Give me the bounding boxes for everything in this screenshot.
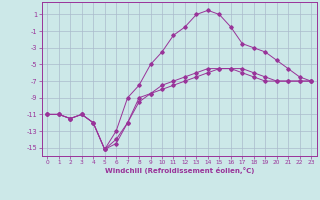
X-axis label: Windchill (Refroidissement éolien,°C): Windchill (Refroidissement éolien,°C) <box>105 167 254 174</box>
